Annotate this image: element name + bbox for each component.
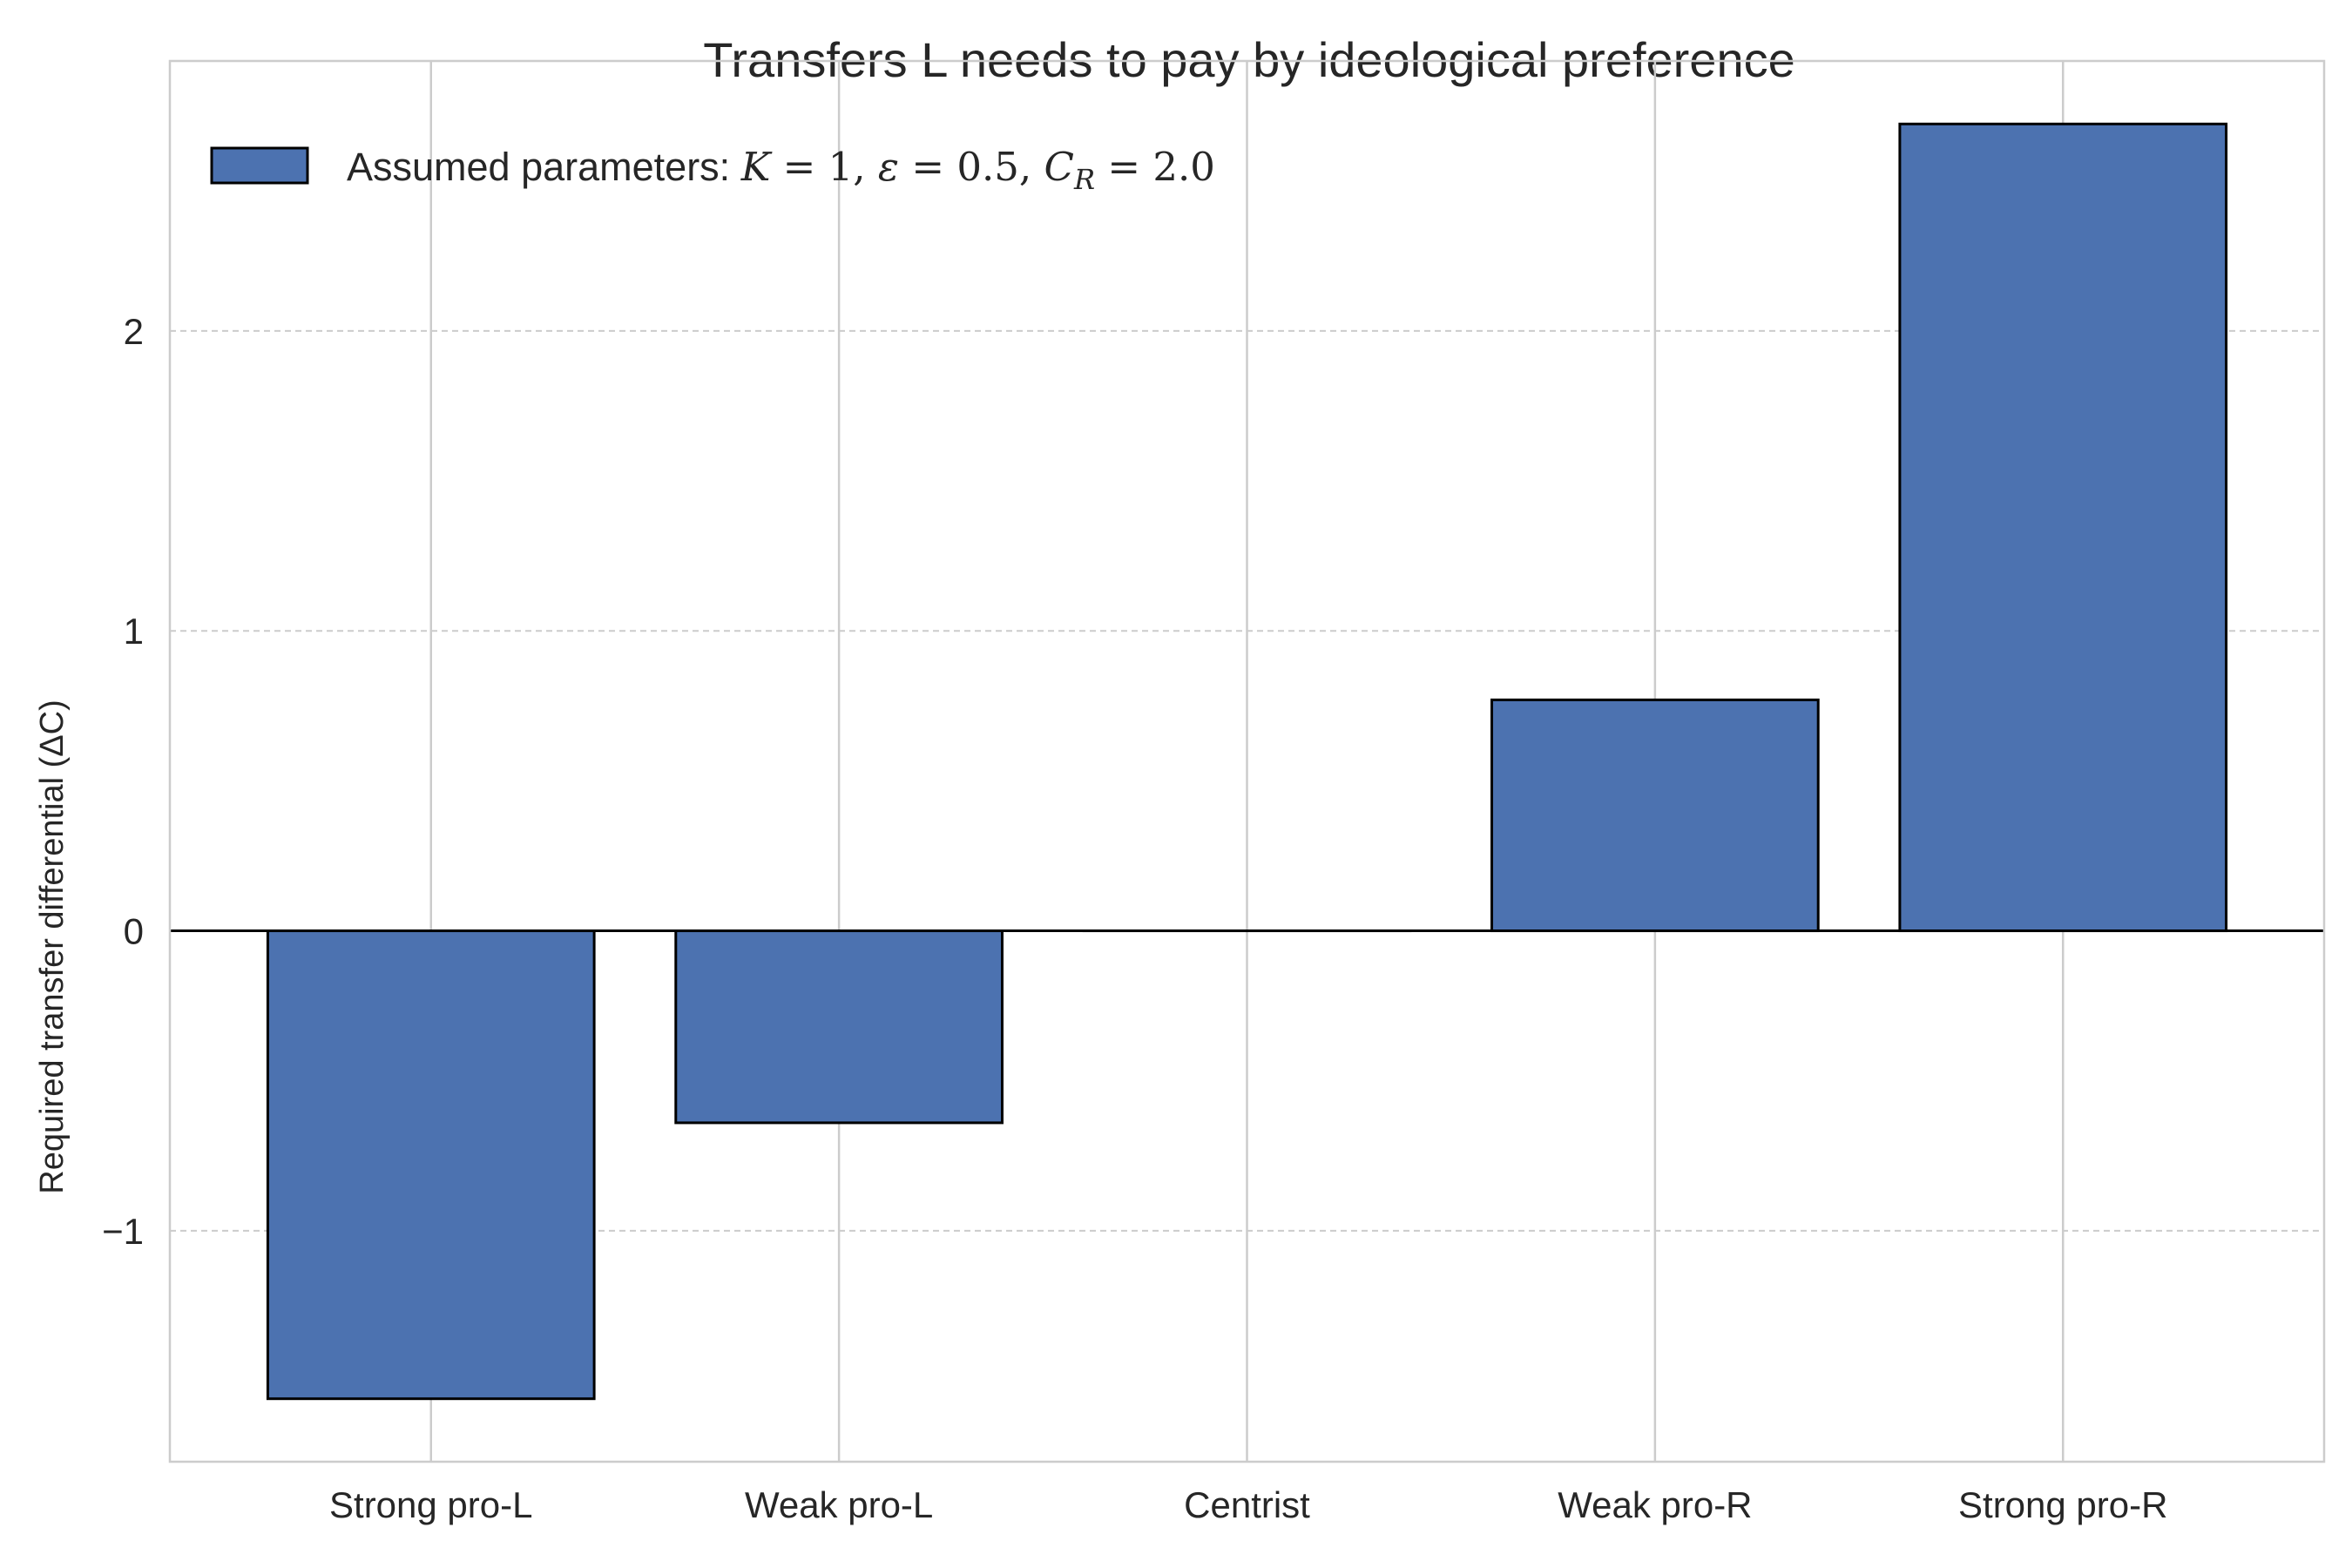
grid [170, 61, 2324, 1462]
legend-swatch [210, 146, 309, 185]
y-tick-label: 0 [124, 911, 144, 952]
chart-title: Transfers L needs to pay by ideological … [703, 32, 1794, 87]
legend-c-value: = 2.0 [1095, 144, 1215, 190]
legend-k-symbol: K [740, 144, 773, 190]
y-tick-label: 1 [124, 611, 144, 652]
x-axis-ticks: Strong pro-L Weak pro-L Centrist Weak pro-R… [329, 1484, 2167, 1525]
legend-c-subscript: R [1073, 163, 1095, 196]
x-tick-label: Centrist [1184, 1484, 1310, 1525]
legend-k-value: = 1, [770, 144, 878, 190]
legend-label: Assumed parameters: K = 1, ε = 0.5, CR =… [347, 144, 1215, 196]
legend: Assumed parameters: K = 1, ε = 0.5, CR =… [210, 144, 1215, 196]
legend-prefix: Assumed parameters: [347, 145, 741, 189]
x-tick-label: Weak pro-R [1558, 1484, 1752, 1525]
bars [266, 122, 2228, 1401]
y-axis-ticks: −1 0 1 2 [102, 311, 144, 1252]
y-tick-label: −1 [102, 1211, 144, 1252]
y-tick-label: 2 [124, 311, 144, 352]
x-tick-label: Weak pro-L [745, 1484, 933, 1525]
bar [266, 929, 596, 1401]
bar [1490, 698, 1820, 933]
x-tick-label: Strong pro-L [329, 1484, 532, 1525]
legend-c-symbol: C [1044, 144, 1074, 190]
legend-epsilon-symbol: ε [878, 144, 899, 190]
bar [1898, 122, 2228, 933]
bar [674, 929, 1004, 1125]
legend-epsilon-value: = 0.5, [899, 144, 1044, 190]
axes-frame [168, 59, 2326, 1463]
x-tick-label: Strong pro-R [1958, 1484, 2167, 1525]
y-axis-label: Required transfer differential (ΔC) [34, 700, 71, 1193]
